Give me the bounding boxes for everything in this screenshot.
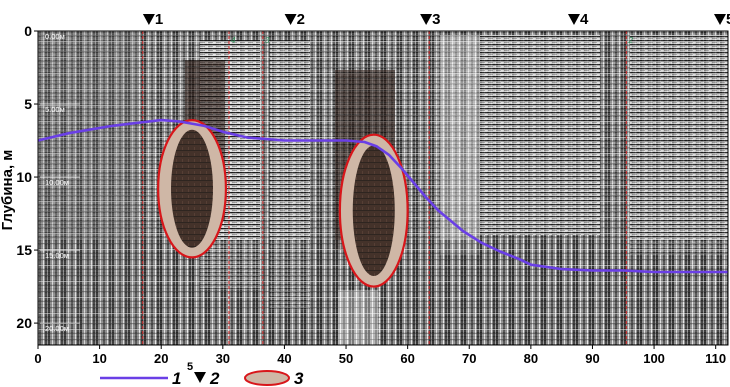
profile-marker-label: 2 bbox=[297, 11, 305, 28]
legend-marker-triangle bbox=[194, 372, 206, 383]
profile-marker-label: 3 bbox=[432, 11, 440, 28]
y-axis: 0 5 10 15 20 bbox=[16, 23, 38, 331]
profile-marker-label: 5 bbox=[726, 11, 730, 28]
profile-marker-label: 4 bbox=[580, 11, 589, 28]
anomaly-outline bbox=[157, 118, 228, 259]
profile-marker-triangle bbox=[142, 14, 155, 25]
boundary-line bbox=[37, 118, 728, 274]
vertical-traces bbox=[142, 31, 627, 345]
trace-label: 3 bbox=[265, 36, 270, 45]
y-tick-label: 0 bbox=[24, 23, 32, 39]
x-tick-label: 0 bbox=[34, 351, 41, 366]
profile-markers: 1 2 3 4 5 bbox=[142, 11, 730, 28]
anomaly-ellipses bbox=[157, 118, 409, 288]
depth-marker-label: 5.00м bbox=[45, 105, 65, 114]
profile-marker-triangle bbox=[284, 14, 297, 25]
x-tick-label: 110 bbox=[705, 351, 726, 366]
y-tick-label: 20 bbox=[16, 315, 32, 331]
x-tick-label: 70 bbox=[462, 351, 476, 366]
anomaly-core bbox=[352, 145, 395, 276]
depth-marker-label: 0.00м bbox=[45, 32, 65, 41]
anomaly-outline bbox=[338, 133, 409, 288]
x-tick-label: 10 bbox=[92, 351, 106, 366]
legend-number: 3 bbox=[294, 369, 304, 387]
x-tick-label: 20 bbox=[154, 351, 168, 366]
y-tick-label: 5 bbox=[24, 96, 32, 112]
y-axis-label: Глубина, м bbox=[0, 150, 16, 231]
profile-marker-triangle bbox=[420, 14, 433, 25]
depth-marker-label: 20.00м bbox=[45, 324, 69, 333]
anomaly-core bbox=[171, 129, 214, 248]
legend-ellipse-swatch bbox=[244, 370, 290, 386]
x-tick-label: 60 bbox=[400, 351, 414, 366]
x-tick-label: 90 bbox=[585, 351, 599, 366]
y-tick-label: 15 bbox=[16, 242, 32, 258]
y-tick-label: 10 bbox=[16, 169, 32, 185]
legend-number: 1 bbox=[172, 369, 181, 387]
x-axis: 0 10 20 30 40 50 60 70 80 90 100 110 bbox=[34, 345, 726, 366]
boundary-line-layer bbox=[37, 118, 728, 274]
x-tick-label: 50 bbox=[339, 351, 353, 366]
x-tick-label: 80 bbox=[524, 351, 538, 366]
x-tick-label: 100 bbox=[643, 351, 665, 366]
legend-number: 2 bbox=[209, 369, 220, 387]
x-tick-label: 40 bbox=[277, 351, 291, 366]
x-tick-label: 30 bbox=[216, 351, 230, 366]
depth-marker-label: 15.00м bbox=[45, 251, 69, 260]
legend-marker-superscript: 5 bbox=[187, 361, 193, 373]
legend: 152 3 bbox=[100, 361, 304, 387]
profile-marker-label: 1 bbox=[155, 11, 163, 28]
depth-marker-label: 10.00м bbox=[45, 178, 69, 187]
trace-label: 2 bbox=[627, 36, 633, 45]
profile-marker-triangle bbox=[567, 14, 580, 25]
plot-frame bbox=[37, 30, 729, 346]
profile-marker-triangle bbox=[714, 14, 726, 25]
trace-label: 4 bbox=[231, 36, 236, 45]
